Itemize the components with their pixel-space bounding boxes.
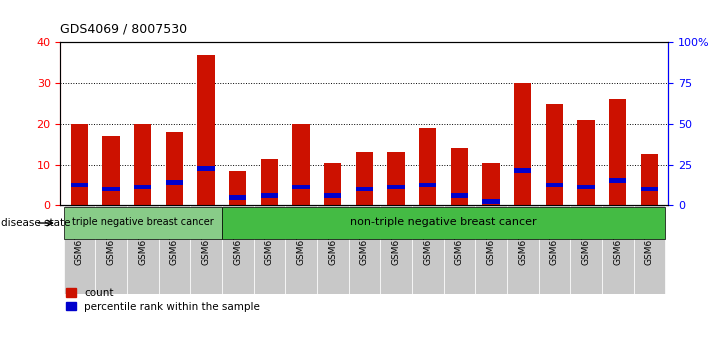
- Bar: [348, 205, 380, 294]
- Bar: [514, 83, 531, 205]
- Text: GSM678381: GSM678381: [645, 210, 654, 265]
- Bar: [602, 205, 634, 294]
- Bar: [229, 195, 247, 200]
- Bar: [198, 55, 215, 205]
- Bar: [545, 104, 563, 205]
- Bar: [285, 205, 317, 294]
- Bar: [387, 152, 405, 205]
- Text: non-triple negative breast cancer: non-triple negative breast cancer: [351, 217, 537, 227]
- Text: disease state: disease state: [1, 218, 70, 228]
- Bar: [380, 205, 412, 294]
- Bar: [641, 154, 658, 205]
- Bar: [292, 124, 310, 205]
- Bar: [222, 207, 665, 239]
- Bar: [356, 152, 373, 205]
- Bar: [577, 184, 594, 189]
- Bar: [292, 184, 310, 189]
- Bar: [482, 162, 500, 205]
- Bar: [229, 171, 247, 205]
- Text: GSM678378: GSM678378: [170, 210, 179, 265]
- Bar: [166, 181, 183, 185]
- Bar: [324, 162, 341, 205]
- Bar: [609, 178, 626, 183]
- Text: GSM678382: GSM678382: [202, 210, 210, 265]
- Bar: [261, 193, 278, 198]
- Bar: [419, 128, 437, 205]
- Bar: [641, 187, 658, 192]
- Bar: [70, 183, 88, 187]
- Text: GSM678372: GSM678372: [455, 210, 464, 265]
- Text: GSM678370: GSM678370: [392, 210, 400, 265]
- Bar: [634, 205, 665, 294]
- Text: GSM678369: GSM678369: [75, 210, 84, 265]
- Text: GSM678377: GSM678377: [550, 210, 559, 265]
- Bar: [412, 205, 444, 294]
- Bar: [570, 205, 602, 294]
- Text: GSM678368: GSM678368: [360, 210, 369, 265]
- Bar: [444, 205, 475, 294]
- Bar: [451, 148, 468, 205]
- Text: GSM678379: GSM678379: [582, 210, 591, 265]
- Bar: [222, 205, 254, 294]
- Bar: [538, 205, 570, 294]
- Bar: [317, 205, 348, 294]
- Bar: [451, 193, 468, 198]
- Text: GSM678367: GSM678367: [328, 210, 337, 265]
- Bar: [70, 124, 88, 205]
- Text: GSM678371: GSM678371: [423, 210, 432, 265]
- Bar: [514, 168, 531, 173]
- Bar: [198, 166, 215, 171]
- Bar: [166, 132, 183, 205]
- Text: GSM678376: GSM678376: [518, 210, 527, 265]
- Bar: [127, 205, 159, 294]
- Bar: [102, 136, 119, 205]
- Text: GSM678365: GSM678365: [265, 210, 274, 265]
- Legend: count, percentile rank within the sample: count, percentile rank within the sample: [65, 289, 260, 312]
- Bar: [95, 205, 127, 294]
- Bar: [356, 187, 373, 192]
- Bar: [475, 205, 507, 294]
- Text: GSM678380: GSM678380: [613, 210, 622, 265]
- Bar: [482, 199, 500, 204]
- Text: triple negative breast cancer: triple negative breast cancer: [72, 217, 213, 227]
- Bar: [63, 207, 222, 239]
- Bar: [609, 99, 626, 205]
- Bar: [387, 184, 405, 189]
- Text: GSM678374: GSM678374: [486, 210, 496, 265]
- Bar: [324, 193, 341, 198]
- Bar: [261, 159, 278, 205]
- Bar: [577, 120, 594, 205]
- Bar: [63, 205, 95, 294]
- Bar: [134, 124, 151, 205]
- Text: GSM678373: GSM678373: [107, 210, 116, 265]
- Bar: [134, 184, 151, 189]
- Bar: [507, 205, 538, 294]
- Text: GSM678366: GSM678366: [296, 210, 306, 265]
- Bar: [102, 187, 119, 192]
- Text: GSM678364: GSM678364: [233, 210, 242, 265]
- Bar: [419, 183, 437, 187]
- Text: GDS4069 / 8007530: GDS4069 / 8007530: [60, 22, 188, 35]
- Text: GSM678375: GSM678375: [138, 210, 147, 265]
- Bar: [191, 205, 222, 294]
- Bar: [545, 183, 563, 187]
- Bar: [254, 205, 285, 294]
- Bar: [159, 205, 191, 294]
